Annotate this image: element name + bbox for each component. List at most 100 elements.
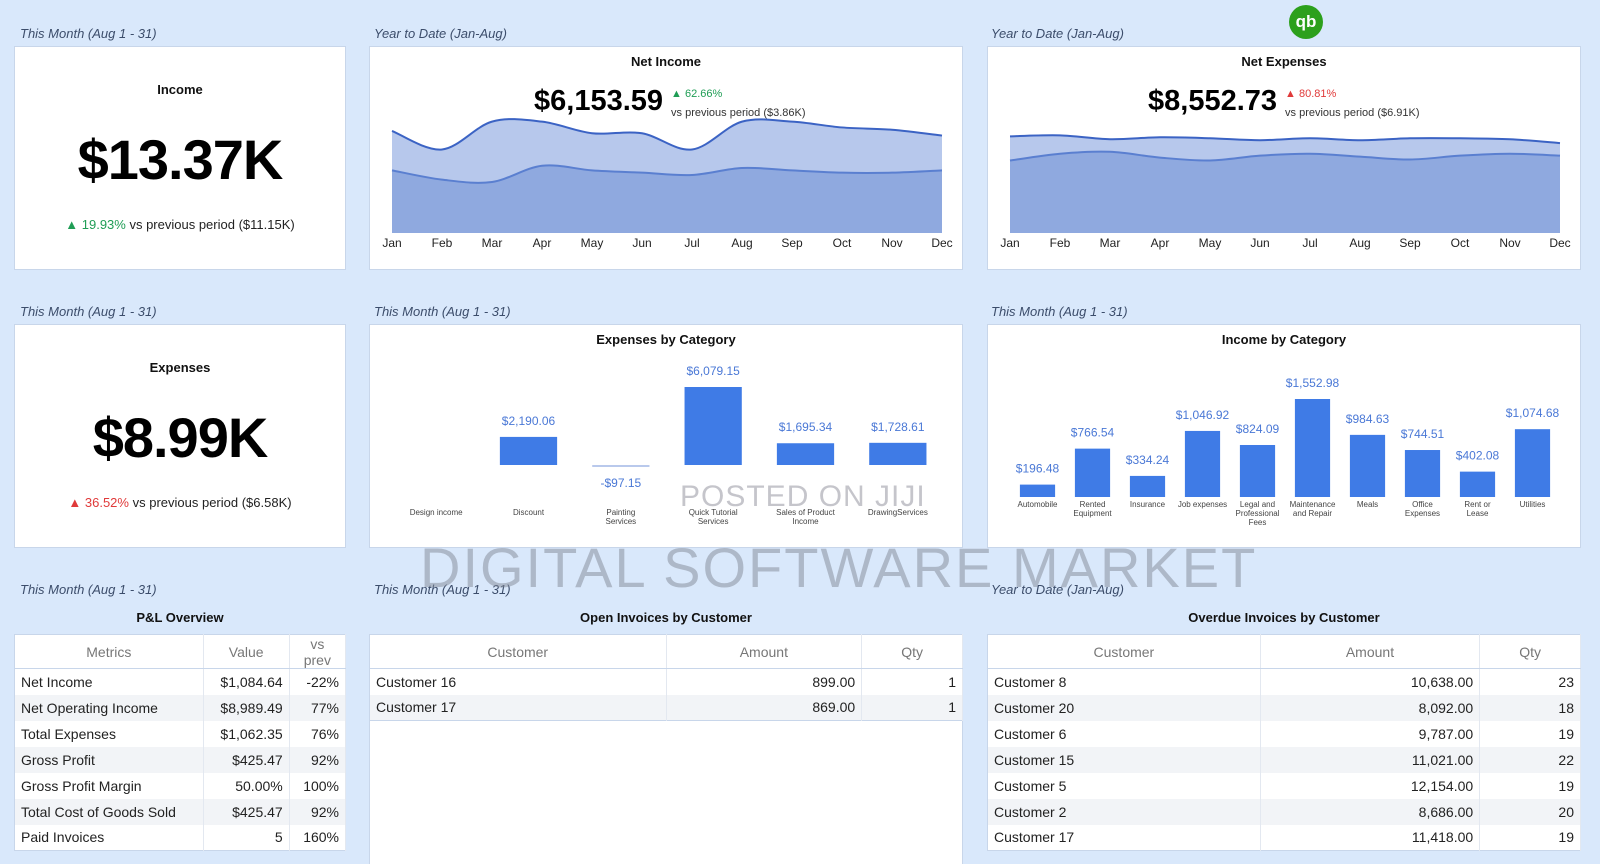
table-cell: Total Expenses <box>14 720 204 747</box>
table-cell: Customer 17 <box>987 824 1261 851</box>
expenses-period-label: This Month (Aug 1 - 31) <box>20 304 157 319</box>
expenses-value: $8.99K <box>92 406 269 469</box>
table-cell: 92% <box>289 746 347 773</box>
net-expenses-period-label: Year to Date (Jan-Aug) <box>991 26 1124 41</box>
table-cell: $1,084.64 <box>203 668 290 695</box>
expenses-card: Expenses $8.99K ▲ 36.52% vs previous per… <box>14 324 346 548</box>
category-label: Painting Services <box>605 508 636 526</box>
x-tick-label: May <box>581 236 604 250</box>
x-tick-label: Nov <box>1499 236 1520 250</box>
table-cell: Customer 17 <box>369 694 667 721</box>
income-title: Income <box>157 82 203 97</box>
quickbooks-logo-icon: qb <box>1289 5 1323 39</box>
table-row: Net Operating Income $8,989.49 77% <box>14 694 347 721</box>
area-series-1 <box>1010 151 1560 233</box>
bar-value-label: $1,728.61 <box>871 420 925 434</box>
bar-value-label: $1,695.34 <box>779 420 833 434</box>
table-cell: $425.47 <box>203 798 290 825</box>
net-income-period-label: Year to Date (Jan-Aug) <box>374 26 507 41</box>
expenses-comparison: ▲ 36.52% vs previous period ($6.58K) <box>15 495 345 510</box>
table-cell: 9,787.00 <box>1260 720 1481 747</box>
bar <box>776 443 835 465</box>
bar <box>592 465 650 467</box>
table-row: Customer 16 899.00 1 <box>369 668 963 695</box>
x-tick-label: Dec <box>1549 236 1570 250</box>
expenses-change: ▲ 36.52% <box>68 495 129 510</box>
bar <box>1349 434 1386 497</box>
x-tick-label: Oct <box>1451 236 1470 250</box>
bar-value-label: $402.08 <box>1456 449 1500 463</box>
category-label: Automobile <box>1017 500 1058 509</box>
table-cell: 100% <box>289 772 347 799</box>
bar <box>1514 429 1551 497</box>
table-cell: 1 <box>861 694 963 721</box>
column-header[interactable]: Metrics <box>14 634 204 669</box>
income-value: $13.37K <box>77 128 284 191</box>
table-cell: Customer 5 <box>987 772 1261 799</box>
table-cell: Net Operating Income <box>14 694 204 721</box>
expenses-by-category-card: Expenses by Category Design income $2,190… <box>369 324 963 548</box>
column-header[interactable]: Amount <box>1260 634 1481 669</box>
column-header[interactable]: Customer <box>987 634 1261 669</box>
bar <box>1019 484 1056 497</box>
bar-value-label: $744.51 <box>1401 427 1445 441</box>
table-row: Total Expenses $1,062.35 76% <box>14 720 347 747</box>
bar-value-label: $1,074.68 <box>1506 406 1560 420</box>
net-expenses-value: $8,552.73 <box>1148 85 1278 117</box>
column-header[interactable]: Customer <box>369 634 667 669</box>
net-income-card: Net Income $6,153.59 ▲ 62.66% vs previou… <box>369 46 963 270</box>
bar-value-label: $984.63 <box>1346 412 1390 426</box>
table-row: Customer 17 869.00 1 <box>369 694 963 721</box>
table-cell: 1 <box>861 668 963 695</box>
category-label: Office Expenses <box>1405 500 1440 518</box>
bar-value-label: -$97.15 <box>600 476 641 490</box>
net-income-title: Net Income <box>630 54 702 69</box>
bar-value-label: $824.09 <box>1236 422 1280 436</box>
table-cell: Customer 6 <box>987 720 1261 747</box>
table-cell: 10,638.00 <box>1260 668 1481 695</box>
income-by-category-card: Income by Category $196.48 Automobile $766… <box>987 324 1581 548</box>
column-header[interactable]: Value <box>203 634 290 669</box>
income-change: ▲ 19.93% <box>65 217 126 232</box>
x-tick-label: Jul <box>684 236 699 250</box>
overdue-invoices-title: Overdue Invoices by Customer <box>1188 610 1380 625</box>
expenses-by-category-period-label: This Month (Aug 1 - 31) <box>374 304 511 319</box>
table-row: Customer 15 11,021.00 22 <box>987 746 1581 773</box>
table-cell: 50.00% <box>203 772 290 799</box>
category-label: Job expenses <box>1178 500 1227 509</box>
table-row: Paid Invoices 5 160% <box>14 824 347 851</box>
income-vs-previous: vs previous period ($11.15K) <box>129 217 295 232</box>
table-cell: Customer 16 <box>369 668 667 695</box>
table-cell: $425.47 <box>203 746 290 773</box>
pl-title: P&L Overview <box>136 610 224 625</box>
x-tick-label: Jan <box>382 236 401 250</box>
net-income-vs-previous: vs previous period ($3.86K) <box>671 107 806 119</box>
table-row: Customer 2 8,686.00 20 <box>987 798 1581 825</box>
table-cell: 19 <box>1479 772 1581 799</box>
income-by-category-title: Income by Category <box>1221 332 1347 347</box>
bar <box>1459 471 1496 497</box>
overdue-invoices-period-label: Year to Date (Jan-Aug) <box>991 582 1124 597</box>
category-label: Design income <box>410 508 463 517</box>
net-income-value: $6,153.59 <box>534 85 664 117</box>
net-expenses-kpi: $8,552.73 ▲ 80.81% vs previous period ($… <box>1148 85 1420 123</box>
column-header[interactable]: Qty <box>1479 634 1581 669</box>
table-cell: 18 <box>1479 694 1581 721</box>
column-header[interactable]: Amount <box>666 634 863 669</box>
table-cell: 160% <box>289 824 347 851</box>
net-income-change: ▲ 62.66% <box>671 88 723 100</box>
bar <box>1404 450 1441 497</box>
column-header[interactable]: vs prev <box>289 634 347 669</box>
column-header[interactable]: Qty <box>861 634 963 669</box>
table-cell: 20 <box>1479 798 1581 825</box>
category-label: Sales of Product Income <box>776 508 835 526</box>
x-tick-label: Jul <box>1302 236 1317 250</box>
table-row: Total Cost of Goods Sold $425.47 92% <box>14 798 347 825</box>
x-tick-label: May <box>1199 236 1222 250</box>
open-invoices-period-label: This Month (Aug 1 - 31) <box>374 582 511 597</box>
income-card: Income $13.37K ▲ 19.93% vs previous peri… <box>14 46 346 270</box>
table-row: Customer 6 9,787.00 19 <box>987 720 1581 747</box>
overdue-invoices-table: Customer Amount Qty Customer 8 10,638.00 23 Cu… <box>987 634 1581 851</box>
category-label: Legal and Professional Fees <box>1235 500 1279 527</box>
income-by-category-bar-chart: $196.48 Automobile $766.54 Rented Equipment $… <box>1016 376 1560 527</box>
